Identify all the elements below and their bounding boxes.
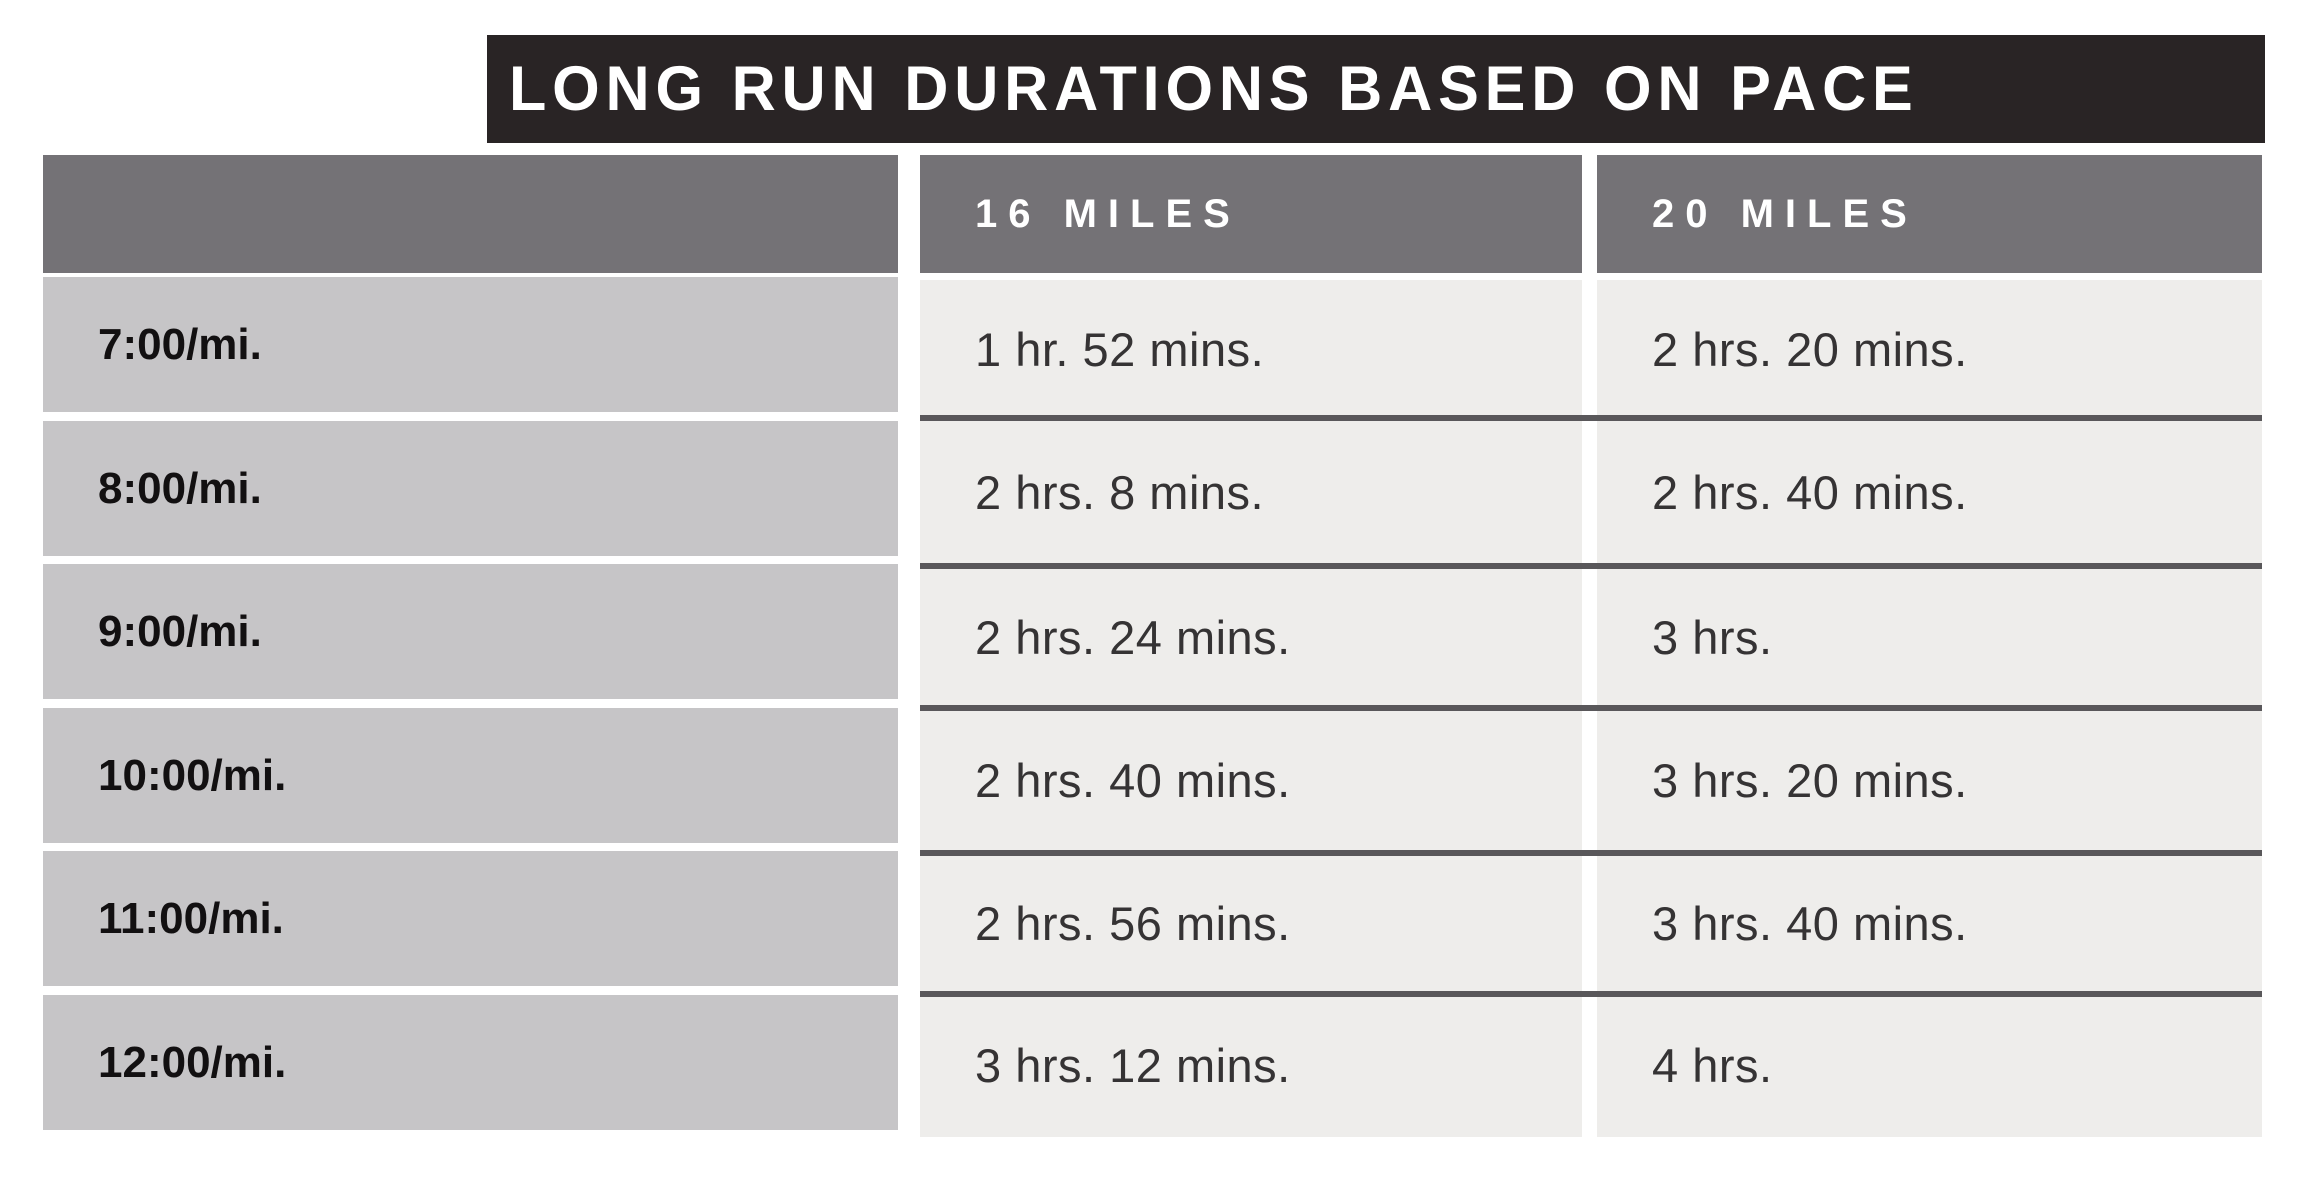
value-cell-20mi: 3 hrs. — [1652, 610, 1773, 664]
value-cell-16mi: 2 hrs. 40 mins. — [975, 754, 1291, 807]
pace-cell-800: 8:00/mi. — [43, 421, 898, 556]
row-separator — [920, 415, 2262, 421]
row-separator — [920, 850, 2262, 856]
pace-cell-1100: 11:00/mi. — [43, 851, 898, 986]
row-separator — [920, 705, 2262, 711]
pace-cell-1200: 12:00/mi. — [43, 995, 898, 1130]
pace-cell-1000: 10:00/mi. — [43, 708, 898, 843]
table-title: LONG RUN DURATIONS BASED ON PACE — [509, 54, 1919, 124]
value-cell-16mi: 2 hrs. 56 mins. — [975, 897, 1291, 950]
pace-cell-700: 7:00/mi. — [43, 277, 898, 412]
value-cell-20mi: 3 hrs. 40 mins. — [1652, 897, 1968, 950]
value-cell-16mi: 2 hrs. 8 mins. — [975, 465, 1265, 519]
value-cell-20mi: 2 hrs. 40 mins. — [1652, 465, 1968, 519]
value-cell-16mi: 3 hrs. 12 mins. — [975, 1039, 1291, 1092]
value-cell-16mi: 2 hrs. 24 mins. — [975, 610, 1291, 664]
value-cell-20mi: 3 hrs. 20 mins. — [1652, 754, 1968, 807]
header-cell-20-miles: 20 MILES — [1597, 155, 2262, 273]
value-cell-16mi: 1 hr. 52 mins. — [975, 322, 1265, 376]
value-cell-20mi: 2 hrs. 20 mins. — [1652, 322, 1968, 376]
header-cell-pace-empty — [43, 155, 898, 273]
pace-cell-900: 9:00/mi. — [43, 564, 898, 699]
table-title-bar: LONG RUN DURATIONS BASED ON PACE — [487, 35, 2265, 143]
row-separator — [920, 991, 2262, 997]
value-cell-20mi: 4 hrs. — [1652, 1039, 1773, 1092]
header-cell-16-miles: 16 MILES — [920, 155, 1582, 273]
row-separator — [920, 563, 2262, 569]
